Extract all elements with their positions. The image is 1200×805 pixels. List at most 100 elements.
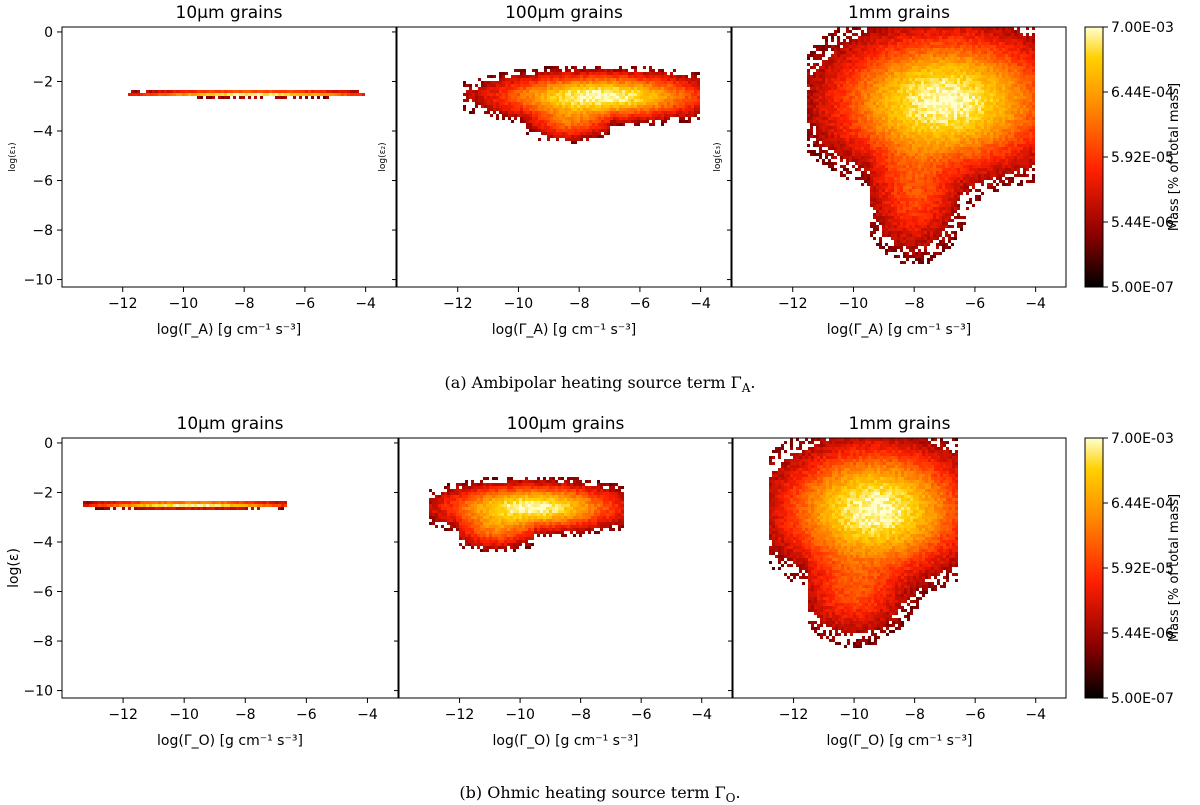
heatmap-cell (957, 69, 960, 72)
heatmap-cell (493, 108, 496, 111)
heatmap-cell (562, 120, 565, 123)
heatmap-cell (879, 60, 882, 63)
heatmap-cell (565, 78, 568, 81)
heatmap-cell (879, 111, 882, 114)
heatmap-cell (894, 177, 897, 180)
heatmap-cell (317, 90, 320, 93)
heatmap-cell (625, 69, 628, 72)
heatmap-cell (819, 78, 822, 81)
heatmap-cell (203, 93, 206, 96)
heatmap-cell (930, 78, 933, 81)
heatmap-cell (819, 99, 822, 102)
heatmap-cell (631, 87, 634, 90)
heatmap-cell (655, 84, 658, 87)
heatmap-cell (819, 153, 822, 156)
heatmap-cell (897, 132, 900, 135)
heatmap-cell (831, 33, 834, 36)
heatmap-cell (903, 243, 906, 246)
heatmap-cell (969, 138, 972, 141)
heatmap-cell (876, 141, 879, 144)
heatmap-cell (619, 96, 622, 99)
heatmap-cell (882, 57, 885, 60)
heatmap-cell (577, 69, 580, 72)
heatmap-cell (957, 102, 960, 105)
heatmap-cell (975, 45, 978, 48)
heatmap-cell (568, 102, 571, 105)
heatmap-cell (873, 225, 876, 228)
heatmap-cell (930, 183, 933, 186)
heatmap-cell (843, 105, 846, 108)
heatmap-cell (894, 255, 897, 258)
heatmap-cell (879, 90, 882, 93)
heatmap-cell (915, 195, 918, 198)
heatmap-cell (912, 237, 915, 240)
heatmap-cell (948, 72, 951, 75)
heatmap-cell (894, 237, 897, 240)
heatmap-cell (885, 186, 888, 189)
heatmap-cell (870, 234, 873, 237)
heatmap-cell (855, 33, 858, 36)
heatmap-cell (664, 111, 667, 114)
heatmap-cell (541, 72, 544, 75)
heatmap-cell (924, 90, 927, 93)
heatmap-cell (616, 78, 619, 81)
heatmap-cell (879, 141, 882, 144)
heatmap-cell (975, 129, 978, 132)
heatmap-cell (813, 57, 816, 60)
heatmap-cell (625, 84, 628, 87)
heatmap-cell (840, 42, 843, 45)
heatmap-cell (807, 117, 810, 120)
heatmap-cell (523, 78, 526, 81)
heatmap-cell (526, 114, 529, 117)
heatmap-cell (882, 36, 885, 39)
heatmap-cell (912, 93, 915, 96)
heatmap-cell (969, 33, 972, 36)
heatmap-cell (682, 87, 685, 90)
heatmap-cell (864, 117, 867, 120)
heatmap-cell (858, 132, 861, 135)
heatmap-cell (858, 126, 861, 129)
heatmap-cell (948, 78, 951, 81)
heatmap-cell (855, 147, 858, 150)
heatmap-cell (921, 210, 924, 213)
heatmap-cell (903, 27, 906, 30)
heatmap-cell (556, 129, 559, 132)
heatmap-cell (478, 102, 481, 105)
heatmap-cell (807, 57, 810, 60)
heatmap-cell (628, 120, 631, 123)
heatmap-cell (864, 48, 867, 51)
heatmap-cell (936, 27, 939, 30)
heatmap-cell (969, 150, 972, 153)
heatmap-cell (921, 174, 924, 177)
heatmap-cell (909, 132, 912, 135)
heatmap-cell (873, 39, 876, 42)
heatmap-cell (867, 102, 870, 105)
heatmap-cell (634, 123, 637, 126)
heatmap-cell (930, 210, 933, 213)
heatmap-cell (924, 57, 927, 60)
heatmap-cell (975, 27, 978, 30)
heatmap-cell (541, 78, 544, 81)
heatmap-cell (924, 192, 927, 195)
heatmap-cell (915, 120, 918, 123)
heatmap-cell (912, 168, 915, 171)
heatmap-cell (592, 111, 595, 114)
heatmap-cell (200, 93, 203, 96)
heatmap-cell (942, 156, 945, 159)
heatmap-cell (658, 72, 661, 75)
heatmap-cell (969, 90, 972, 93)
heatmap-cell (936, 45, 939, 48)
heatmap-cell (535, 114, 538, 117)
heatmap-cell (915, 102, 918, 105)
heatmap-cell (894, 111, 897, 114)
heatmap-cell (930, 156, 933, 159)
heatmap-cell (601, 120, 604, 123)
heatmap-cell (963, 27, 966, 30)
heatmap-cell (676, 75, 679, 78)
heatmap-cell (867, 135, 870, 138)
heatmap-cell (951, 156, 954, 159)
heatmap-cell (813, 99, 816, 102)
heatmap-cell (846, 162, 849, 165)
heatmap-cell (487, 102, 490, 105)
heatmap-cell (852, 81, 855, 84)
